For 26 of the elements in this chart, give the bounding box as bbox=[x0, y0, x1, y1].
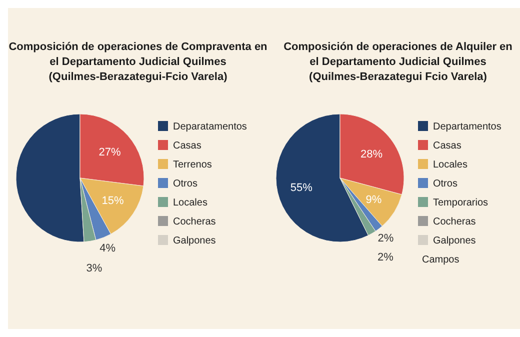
legend-label: Otros bbox=[433, 178, 458, 190]
data-label: 55% bbox=[290, 182, 313, 194]
legend-label: Terrenos bbox=[173, 160, 212, 170]
chart-title: Composición de operaciones de Compraventa en el Departamento Judicial Quilmes (Quilmes-Berazategui-Fcio Varela) bbox=[8, 41, 268, 83]
legend-label: Locales bbox=[433, 160, 468, 170]
data-label: 4% bbox=[100, 242, 116, 255]
legend-label: Deparatamentos bbox=[173, 122, 247, 132]
legend-label: Departamentos bbox=[433, 122, 502, 132]
legend-label: Locales bbox=[173, 198, 208, 208]
legend-label: Casas bbox=[173, 140, 202, 152]
data-label: 2% bbox=[378, 232, 394, 244]
data-label: 3% bbox=[86, 262, 102, 275]
data-label: 27% bbox=[98, 146, 121, 159]
legend-label: Cocheras bbox=[433, 216, 476, 228]
data-label: 9% bbox=[366, 194, 382, 206]
data-label: 28% bbox=[360, 148, 383, 161]
legend-label: Temporarios bbox=[433, 198, 488, 208]
category-label: Campos bbox=[422, 254, 460, 266]
legend-label: Galpones bbox=[173, 236, 216, 246]
legend-label: Galpones bbox=[433, 236, 476, 246]
legend-label: Otros bbox=[173, 178, 198, 190]
data-label: 2% bbox=[378, 252, 394, 264]
data-label: 15% bbox=[102, 195, 124, 208]
chart-title: Composición de operaciones de Alquiler en el Departamento Judicial Quilmes (Quilmes-Berazategui Fcio Varela) bbox=[284, 41, 513, 83]
legend-label: Casas bbox=[433, 140, 462, 152]
legend-label: Cocheras bbox=[173, 216, 216, 228]
